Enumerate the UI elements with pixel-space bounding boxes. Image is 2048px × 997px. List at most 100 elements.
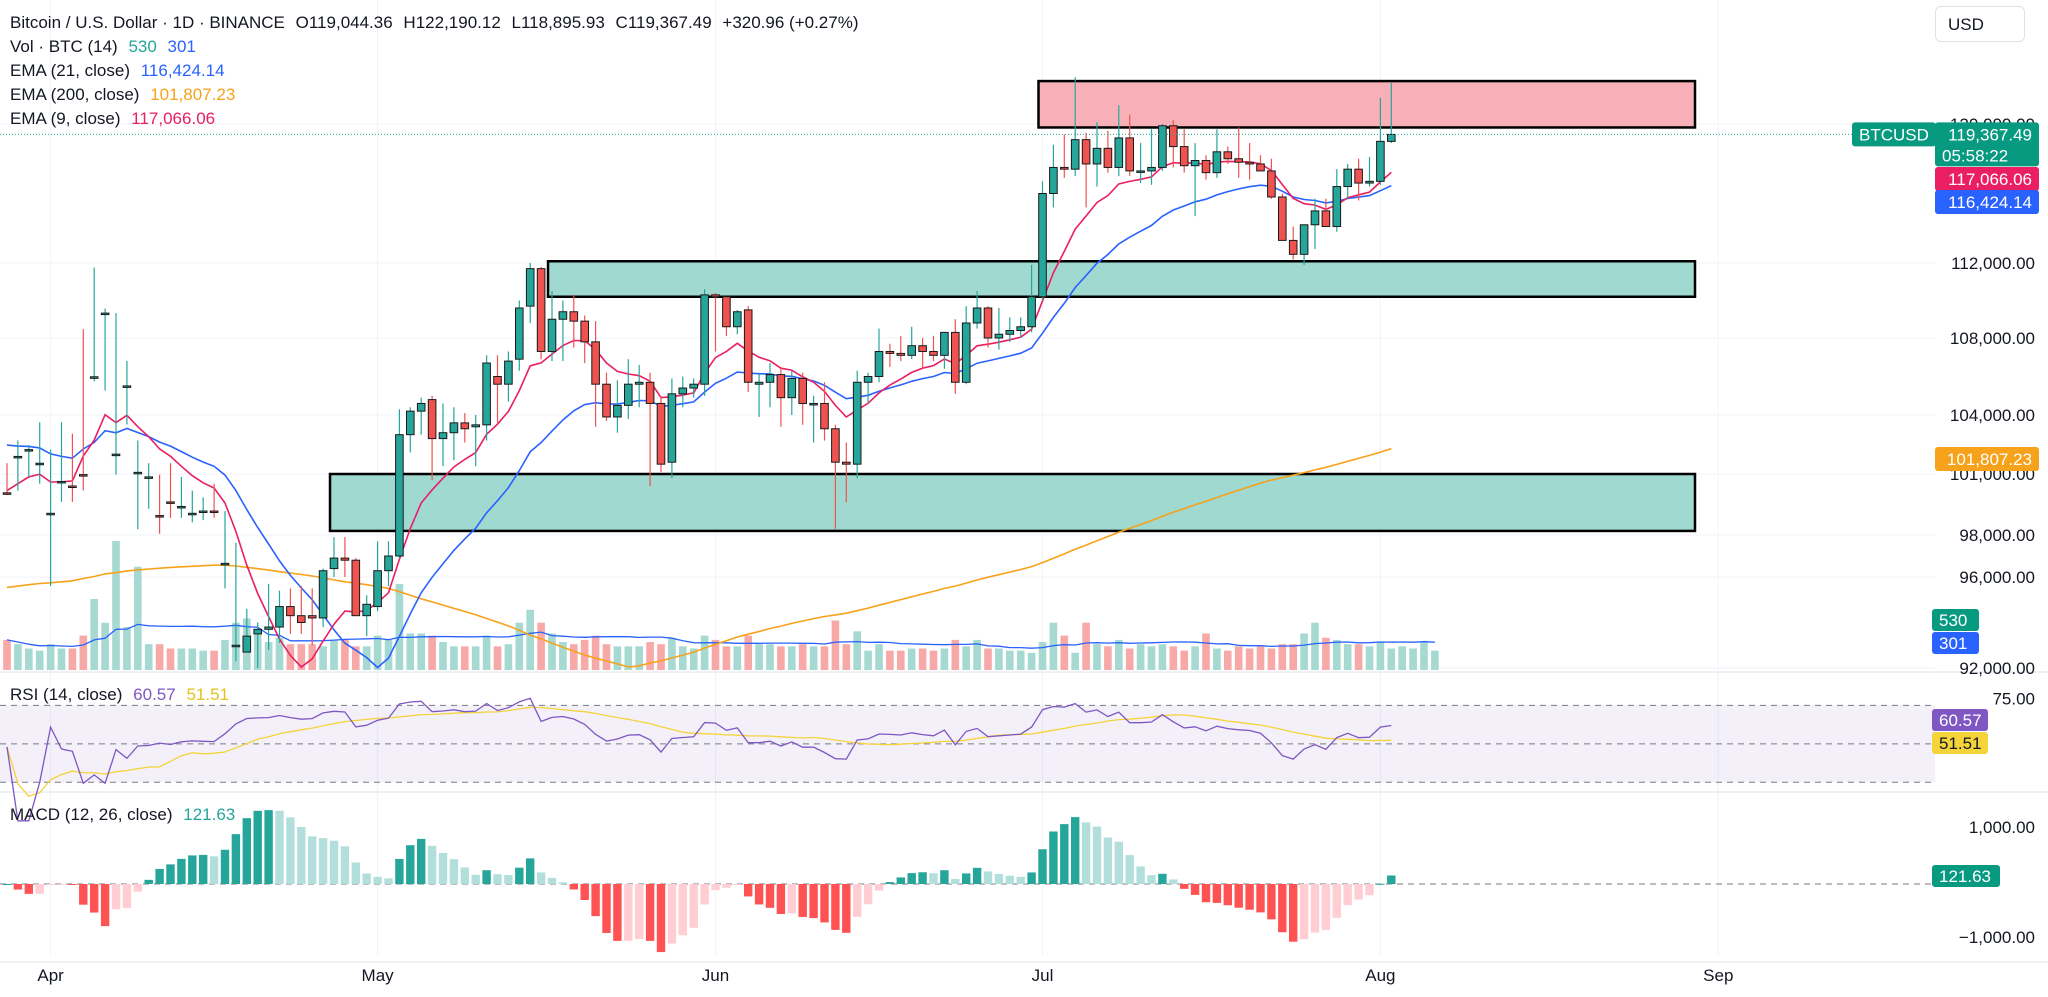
ema9-price-tag-bg [1935, 167, 2039, 191]
volume-bar [25, 648, 33, 670]
macd-histogram-bar [885, 882, 895, 884]
macd-histogram-bar [1267, 884, 1276, 920]
volume-bar [1191, 646, 1199, 670]
candle-body [493, 376, 502, 385]
candle-body [1158, 125, 1167, 168]
volume-bar [319, 646, 327, 670]
volume-bar [3, 639, 11, 670]
volume-bar [46, 644, 55, 670]
macd-histogram-bar [798, 884, 807, 917]
candle-body [940, 331, 949, 356]
volume-bar [1136, 644, 1145, 670]
candle-body [231, 644, 241, 648]
ema200-price-tag: 101,807.23 [1947, 450, 2032, 469]
macd-histogram-bar [329, 840, 339, 884]
macd-histogram-bar [1114, 841, 1123, 884]
volume-bar [68, 648, 77, 670]
currency-button[interactable]: USD [1935, 6, 2025, 42]
volume-ma-tag-bg [1932, 632, 1979, 654]
candle-body [362, 603, 371, 617]
volume-bar [875, 644, 883, 670]
rsi-tag-bg [1932, 709, 1988, 731]
volume-bar [1125, 648, 1134, 670]
macd-histogram-bar [809, 884, 818, 919]
volume-bar [308, 644, 316, 670]
macd-histogram-bar [678, 884, 687, 936]
candle-body [155, 515, 164, 518]
macd-histogram-bar [242, 818, 251, 884]
volume-bar [744, 635, 752, 670]
macd-histogram-bar [275, 810, 284, 884]
candle-body [253, 628, 262, 635]
volume-bar [1180, 650, 1188, 670]
macd-histogram-bar [1201, 884, 1211, 903]
macd-histogram-bar [1256, 884, 1265, 913]
macd-histogram-bar [613, 884, 622, 941]
candle-body [13, 455, 23, 459]
candle-body [983, 307, 993, 339]
candle-body [1321, 210, 1331, 228]
volume-bar [646, 642, 654, 670]
candle-body [536, 268, 546, 352]
volume-bar [613, 646, 622, 670]
symbol-legend[interactable]: Bitcoin / U.S. Dollar · 1D · BINANCE O11… [10, 13, 865, 33]
candle-body [286, 606, 295, 617]
volume-bar [166, 648, 175, 670]
volume-bar [1300, 633, 1308, 670]
candle-body [111, 453, 121, 457]
volume-bar [929, 650, 938, 670]
volume-bar [90, 599, 98, 670]
rsi-legend[interactable]: RSI (14, close) 60.57 51.51 [10, 685, 235, 705]
volume-bar [286, 644, 295, 670]
candle-body [678, 387, 688, 395]
macd-histogram-bar [286, 817, 295, 884]
macd-histogram-bar [515, 867, 524, 884]
ema200-legend[interactable]: EMA (200, close) 101,807.23 [10, 85, 241, 105]
candle-body [297, 615, 306, 623]
volume-bar [1333, 639, 1341, 670]
macd-histogram-bar [100, 884, 110, 927]
volume-bar [1343, 644, 1352, 670]
volume-bar [570, 644, 578, 670]
macd-histogram-bar [1027, 872, 1036, 884]
volume-bar [406, 633, 415, 670]
volume-bar [1289, 644, 1297, 670]
ohlc-open: O119,044.36 [295, 13, 393, 32]
volume-bar [602, 644, 611, 670]
ema9-legend[interactable]: EMA (9, close) 117,066.06 [10, 109, 221, 129]
candle-body [569, 311, 579, 322]
macd-histogram-bar [1223, 884, 1232, 906]
candle-body [1114, 137, 1124, 168]
macd-histogram-bar [1365, 884, 1374, 896]
volume-bar [820, 646, 829, 670]
candle-body [1343, 168, 1353, 188]
volume-bar [144, 644, 153, 670]
macd-legend[interactable]: MACD (12, 26, close) 121.63 [10, 805, 241, 825]
candle-body [406, 410, 415, 436]
volume-bar [134, 566, 142, 670]
macd-histogram-bar [220, 849, 230, 884]
macd-histogram-bar [940, 870, 949, 884]
candle-body [700, 294, 709, 385]
volume-bar [493, 646, 502, 670]
macd-histogram-bar [1321, 884, 1331, 930]
candle-body [1365, 180, 1374, 184]
candle-body [351, 559, 361, 617]
candle-body [1354, 168, 1363, 184]
candle-body [743, 309, 753, 383]
macd-histogram-bar [722, 884, 731, 888]
candle-body [57, 480, 66, 484]
vol-legend[interactable]: Vol · BTC (14) 530 301 [10, 37, 202, 57]
ema200-value: 101,807.23 [150, 85, 236, 104]
ema21-legend[interactable]: EMA (21, close) 116,424.14 [10, 61, 231, 81]
candle-body [602, 383, 611, 418]
ema21-line [6, 184, 1392, 669]
support-zone [546, 260, 1697, 299]
volume-bar [755, 644, 763, 670]
volume-bar [1213, 648, 1221, 670]
macd-axis-label: −1,000.00 [1959, 928, 2035, 947]
vol-label: Vol · BTC (14) [10, 37, 118, 56]
candle-body [733, 311, 742, 328]
candle-body [373, 570, 382, 608]
